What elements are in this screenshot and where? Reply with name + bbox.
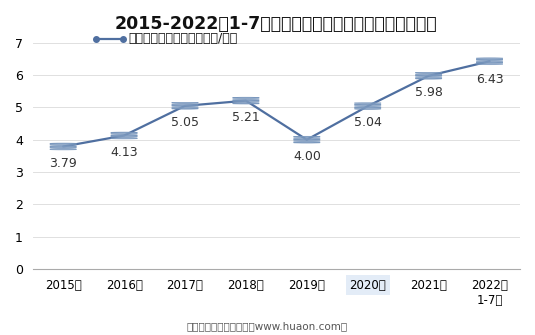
Ellipse shape — [111, 135, 137, 136]
Ellipse shape — [354, 106, 381, 107]
Ellipse shape — [233, 103, 259, 104]
Ellipse shape — [233, 102, 259, 103]
Text: 制图：华经产业研究院（www.huaon.com）: 制图：华经产业研究院（www.huaon.com） — [187, 322, 348, 332]
Ellipse shape — [415, 74, 442, 75]
Ellipse shape — [415, 77, 442, 78]
Ellipse shape — [293, 139, 320, 140]
Ellipse shape — [233, 100, 259, 101]
Ellipse shape — [50, 148, 77, 149]
Text: 4.13: 4.13 — [110, 146, 138, 159]
Ellipse shape — [111, 132, 137, 133]
Ellipse shape — [415, 73, 442, 74]
Ellipse shape — [172, 105, 198, 106]
Ellipse shape — [415, 72, 442, 73]
Ellipse shape — [354, 103, 381, 104]
Ellipse shape — [111, 136, 137, 137]
Ellipse shape — [476, 58, 503, 59]
Ellipse shape — [111, 137, 137, 138]
Text: 6.43: 6.43 — [476, 73, 503, 85]
Ellipse shape — [233, 98, 259, 99]
Ellipse shape — [476, 62, 503, 63]
Ellipse shape — [50, 143, 77, 144]
Ellipse shape — [111, 138, 137, 139]
Ellipse shape — [354, 104, 381, 105]
Text: 3.79: 3.79 — [49, 157, 77, 170]
Text: 5.98: 5.98 — [415, 86, 442, 99]
Ellipse shape — [293, 140, 320, 141]
Ellipse shape — [476, 59, 503, 60]
Ellipse shape — [111, 138, 137, 139]
Text: 5.05: 5.05 — [171, 116, 199, 129]
Ellipse shape — [233, 104, 259, 105]
Ellipse shape — [50, 146, 77, 147]
Ellipse shape — [293, 141, 320, 142]
Ellipse shape — [476, 60, 503, 61]
Title: 2015-2022年1-7月郑州商品交易所油菜籽期货成交均价: 2015-2022年1-7月郑州商品交易所油菜籽期货成交均价 — [115, 15, 438, 33]
Ellipse shape — [172, 107, 198, 108]
Ellipse shape — [172, 103, 198, 104]
Ellipse shape — [354, 105, 381, 106]
Ellipse shape — [293, 138, 320, 139]
Ellipse shape — [172, 107, 198, 108]
Ellipse shape — [293, 137, 320, 138]
Text: 5.04: 5.04 — [354, 117, 381, 130]
Ellipse shape — [476, 58, 503, 59]
Ellipse shape — [50, 146, 77, 147]
Ellipse shape — [415, 76, 442, 77]
Ellipse shape — [50, 149, 77, 150]
Ellipse shape — [172, 106, 198, 107]
Ellipse shape — [293, 142, 320, 143]
Text: 5.21: 5.21 — [232, 111, 260, 124]
Ellipse shape — [172, 108, 198, 109]
Ellipse shape — [415, 75, 442, 76]
Ellipse shape — [476, 61, 503, 62]
Ellipse shape — [50, 145, 77, 146]
Ellipse shape — [476, 63, 503, 64]
Ellipse shape — [476, 64, 503, 65]
Ellipse shape — [293, 136, 320, 137]
Ellipse shape — [233, 97, 259, 98]
Ellipse shape — [415, 78, 442, 79]
Ellipse shape — [172, 109, 198, 110]
Ellipse shape — [111, 134, 137, 135]
Ellipse shape — [50, 144, 77, 145]
Ellipse shape — [354, 103, 381, 104]
Ellipse shape — [233, 101, 259, 102]
Ellipse shape — [233, 99, 259, 100]
Ellipse shape — [354, 107, 381, 108]
Ellipse shape — [172, 104, 198, 105]
Ellipse shape — [354, 109, 381, 110]
Text: 油菜籽期货成交均价（万元/手）: 油菜籽期货成交均价（万元/手） — [128, 32, 238, 45]
Text: 4.00: 4.00 — [293, 150, 321, 163]
Ellipse shape — [50, 147, 77, 148]
Ellipse shape — [354, 108, 381, 109]
